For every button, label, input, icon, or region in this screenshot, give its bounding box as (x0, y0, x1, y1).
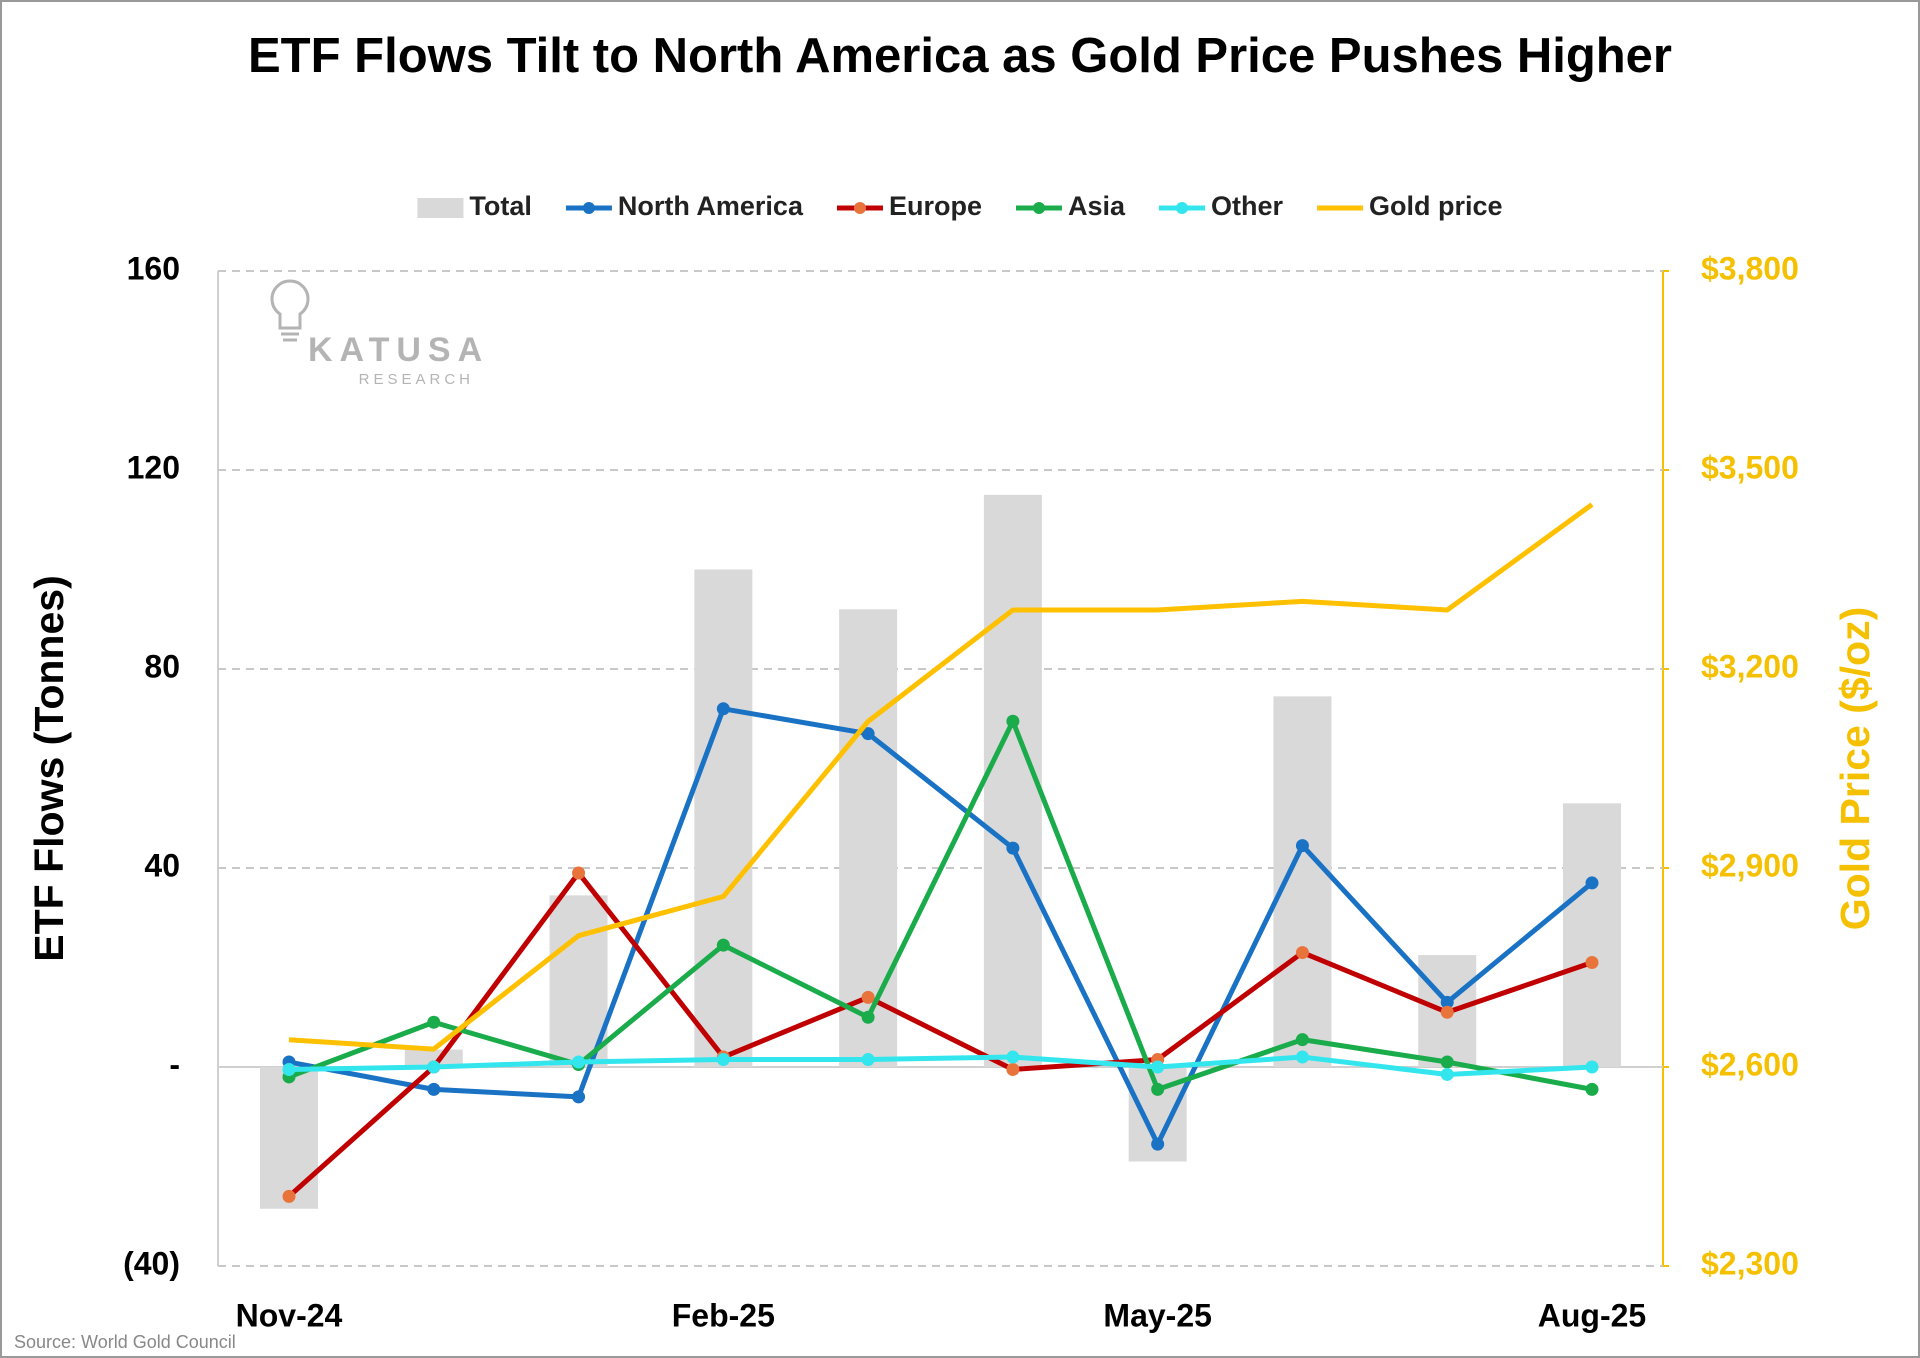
y-tick-label: (40) (123, 1245, 180, 1281)
logo-icon (270, 279, 310, 330)
marker (427, 1082, 441, 1096)
marker (861, 727, 875, 741)
series-line (288, 718, 1593, 1092)
legend-label: Europe (889, 191, 982, 221)
x-tick-label: May-25 (1103, 1297, 1212, 1333)
y2-tick-label: $3,200 (1701, 648, 1799, 684)
y2-axis-title: Gold Price ($/oz) (1832, 607, 1878, 931)
bar (1273, 696, 1332, 1067)
marker (861, 1010, 875, 1024)
marker (1295, 839, 1309, 853)
legend-marker (582, 202, 595, 214)
marker (1585, 876, 1599, 890)
y-tick-label: 120 (127, 449, 180, 485)
marker (1006, 714, 1020, 728)
bar (983, 494, 1042, 1067)
marker (1151, 1137, 1165, 1151)
legend-swatch (417, 198, 464, 218)
marker (1585, 1060, 1599, 1074)
x-tick-label: Aug-25 (1538, 1297, 1646, 1333)
legend-label: Asia (1068, 191, 1126, 221)
y2-tick-label: $2,600 (1701, 1046, 1799, 1082)
marker (1440, 1055, 1454, 1069)
marker (1006, 1062, 1020, 1076)
marker (282, 1062, 296, 1076)
bar (839, 609, 898, 1067)
marker (716, 938, 730, 952)
series-line (288, 1054, 1593, 1077)
marker (716, 1053, 730, 1067)
bar (404, 1049, 463, 1067)
marker (1585, 956, 1599, 970)
y2-tick-label: $3,500 (1701, 449, 1799, 485)
bar (694, 569, 753, 1067)
logo-name: KATUSA (308, 331, 489, 369)
y-tick-label: - (169, 1046, 180, 1082)
y2-tick-label: $2,900 (1701, 847, 1799, 883)
marker (282, 1189, 296, 1203)
series-line (288, 502, 1594, 1052)
bar (1563, 803, 1621, 1067)
marker (1151, 1060, 1165, 1074)
logo-subtitle: RESEARCH (359, 371, 474, 388)
legend-marker (853, 202, 866, 214)
marker (572, 866, 586, 880)
legend-label: Gold price (1369, 191, 1503, 221)
marker (861, 990, 875, 1004)
legend-label: North America (618, 191, 804, 221)
series-line (287, 870, 1593, 1199)
marker (1585, 1082, 1599, 1096)
legend-label: Total (469, 191, 532, 221)
y2-tick-label: $2,300 (1701, 1245, 1799, 1281)
y-tick-label: 40 (144, 847, 180, 883)
series-line (288, 706, 1594, 1147)
marker (716, 702, 730, 716)
marker (572, 1090, 586, 1104)
legend-label: Other (1211, 191, 1284, 221)
marker (1440, 995, 1454, 1009)
chart-title: ETF Flows Tilt to North America as Gold … (247, 29, 1672, 83)
logo: KATUSA RESEARCH (270, 279, 489, 388)
y-axis-title: ETF Flows (Tonnes) (26, 575, 72, 961)
marker (1006, 841, 1020, 855)
y2-tick-label: $3,800 (1701, 250, 1799, 286)
legend-marker (1032, 202, 1045, 214)
marker (1151, 1082, 1165, 1096)
marker (1295, 1050, 1309, 1064)
marker (427, 1060, 441, 1074)
marker (1440, 1067, 1454, 1081)
marker (572, 1055, 586, 1069)
source: Source: World Gold Council (14, 1332, 236, 1352)
y-tick-label: 160 (127, 250, 180, 286)
marker (1295, 1033, 1309, 1047)
marker (1295, 946, 1309, 960)
marker (861, 1053, 875, 1067)
legend: Total North America Europe Asia Other Gold pr… (417, 191, 1503, 221)
x-tick-label: Nov-24 (236, 1297, 343, 1333)
legend-marker (1176, 202, 1189, 214)
marker (1006, 1050, 1020, 1064)
bar (260, 1067, 318, 1209)
marker (1440, 1005, 1454, 1019)
marker (427, 1015, 441, 1029)
x-tick-label: Feb-25 (672, 1297, 775, 1333)
y-tick-label: 80 (144, 648, 180, 684)
